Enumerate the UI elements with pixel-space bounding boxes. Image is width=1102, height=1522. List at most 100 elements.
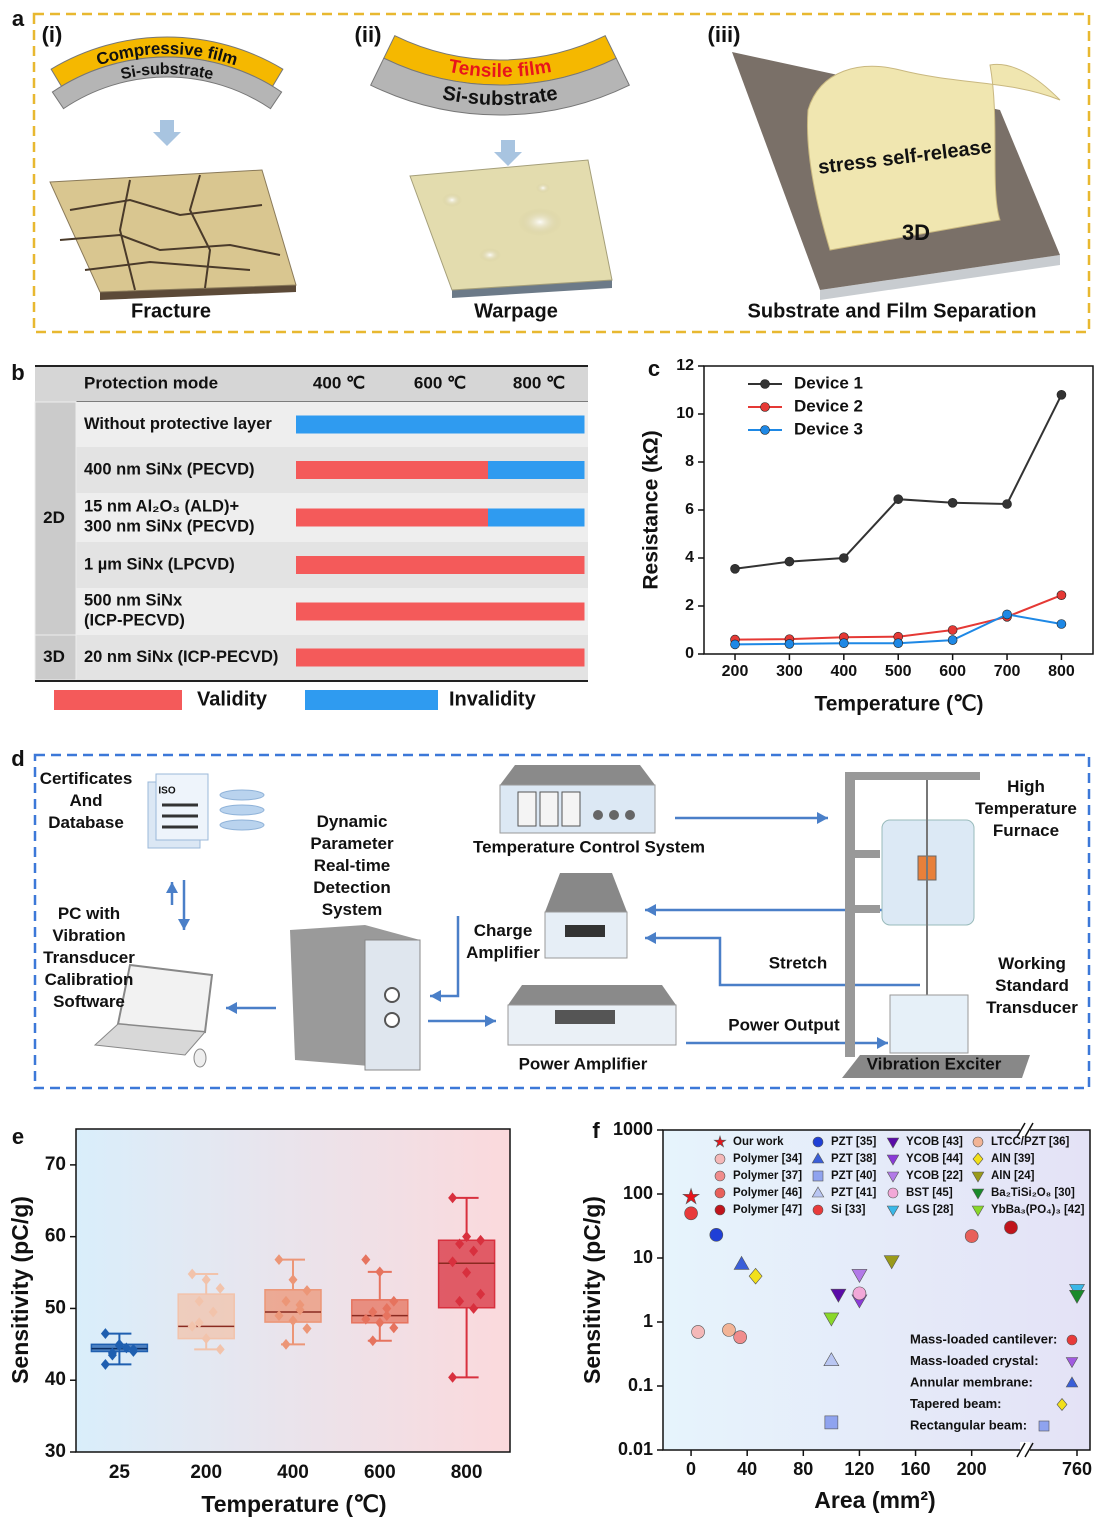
legend-label: Si [33]: [831, 1204, 866, 1216]
page: { "panel_a":{"label":"a","items":[ {"lab…: [0, 0, 1102, 1522]
item-label: (iii): [708, 22, 741, 47]
mode-cell: 1 µm SiNx (LPCVD): [84, 555, 235, 573]
legend-marker: [715, 1154, 725, 1164]
x-tick-label: 25: [109, 1462, 131, 1483]
legend-label: Validity: [197, 688, 268, 710]
legend-label: Our work: [733, 1136, 784, 1148]
legend-label: YbBa₃(PO₄)₃ [42]: [991, 1204, 1085, 1216]
knob: [609, 810, 619, 820]
device-top: [508, 985, 676, 1005]
database-disc: [220, 790, 264, 800]
shape-legend-label: Tapered beam:: [910, 1396, 1002, 1411]
x-tick-label: 800: [451, 1462, 483, 1483]
node-label: Vibration Exciter: [867, 1054, 1002, 1073]
shape-legend-label: Mass-loaded cantilever:: [910, 1331, 1057, 1346]
x-tick-label: 760: [1062, 1459, 1092, 1479]
node-label: Temperature Control System: [473, 837, 705, 856]
x-tick-label: 800: [1048, 663, 1075, 680]
legend-label: LGS [28]: [906, 1204, 953, 1216]
x-tick-label: 300: [776, 663, 803, 680]
device-top: [500, 765, 655, 785]
arrow-head: [645, 932, 656, 944]
block-top: [50, 170, 296, 292]
node-label: HighTemperatureFurnace: [975, 777, 1077, 840]
data-point: [1003, 500, 1012, 509]
legend-label: Invalidity: [449, 688, 537, 710]
legend-marker: [813, 1137, 823, 1147]
y-tick-label: 60: [45, 1226, 66, 1247]
panel-label: e: [12, 1124, 24, 1149]
frame: [855, 905, 880, 913]
data-point: [825, 1416, 838, 1429]
frame: [855, 850, 880, 858]
arrow: [153, 132, 181, 146]
data-point: [1057, 591, 1066, 600]
node-label: Power Amplifier: [519, 1054, 648, 1073]
status-bar: [296, 603, 393, 621]
legend-marker: [715, 1205, 725, 1215]
x-tick-label: 200: [722, 663, 749, 680]
group-label: 3D: [43, 647, 65, 666]
y-axis-title: Resistance (kΩ): [640, 430, 663, 589]
y-tick-label: 8: [685, 453, 694, 470]
tag: 3D: [902, 220, 930, 245]
panel-label: a: [12, 6, 25, 31]
status-bar: [488, 509, 585, 527]
y-tick-label: 10: [676, 405, 694, 422]
legend-label: AlN [24]: [991, 1170, 1035, 1182]
database-disc: [220, 805, 264, 815]
legend-label: AlN [39]: [991, 1153, 1035, 1165]
legend-label: Device 1: [794, 373, 863, 392]
legend-marker: [813, 1205, 823, 1215]
arrow-head: [485, 1015, 496, 1027]
legend-label: YCOB [44]: [906, 1153, 963, 1165]
bump: [518, 208, 562, 236]
tower-front: [365, 940, 420, 1070]
y-tick-label: 30: [45, 1441, 66, 1462]
data-point: [948, 636, 957, 645]
shape-legend-marker: [1067, 1335, 1077, 1345]
y-tick-label: 1: [643, 1311, 653, 1331]
data-point: [965, 1230, 978, 1243]
frame: [845, 772, 855, 1057]
header-cell: 400 ℃: [313, 373, 365, 392]
arrow-head: [645, 904, 656, 916]
legend-marker: [761, 426, 770, 435]
data-point: [1057, 620, 1066, 629]
data-point: [839, 554, 848, 563]
frame: [845, 772, 980, 780]
display: [518, 792, 536, 826]
y-tick-label: 50: [45, 1297, 66, 1318]
y-tick-label: 40: [45, 1369, 66, 1390]
y-tick-label: 70: [45, 1154, 66, 1175]
legend-label: YCOB [22]: [906, 1170, 963, 1182]
caption: Fracture: [131, 300, 211, 322]
legend-marker: [888, 1188, 898, 1198]
x-tick-label: 400: [277, 1462, 309, 1483]
legend-marker: [715, 1171, 725, 1181]
legend-marker: [715, 1188, 725, 1198]
data-point: [722, 1323, 735, 1336]
y-tick-label: 1000: [613, 1119, 653, 1139]
status-bar: [296, 509, 393, 527]
caption: Warpage: [474, 300, 558, 322]
y-tick-label: 2: [685, 597, 694, 614]
legend-marker: [761, 403, 770, 412]
data-point: [692, 1325, 705, 1338]
display: [562, 792, 580, 826]
y-tick-label: 0: [685, 645, 694, 662]
node-label: Power Output: [728, 1015, 840, 1034]
legend-label: YCOB [43]: [906, 1136, 963, 1148]
status-bar: [488, 603, 585, 621]
legend-label: Polymer [46]: [733, 1187, 802, 1199]
knob: [625, 810, 635, 820]
display: [540, 792, 558, 826]
status-bar: [392, 556, 489, 574]
x-tick-label: 200: [957, 1459, 987, 1479]
x-tick-label: 80: [793, 1459, 813, 1479]
legend-label: PZT [41]: [831, 1187, 877, 1199]
legend-label: Device 2: [794, 396, 863, 415]
legend-marker: [973, 1137, 983, 1147]
node-label: PC withVibrationTransducerCalibrationSof…: [43, 904, 135, 1011]
node-label: WorkingStandardTransducer: [986, 954, 1078, 1017]
